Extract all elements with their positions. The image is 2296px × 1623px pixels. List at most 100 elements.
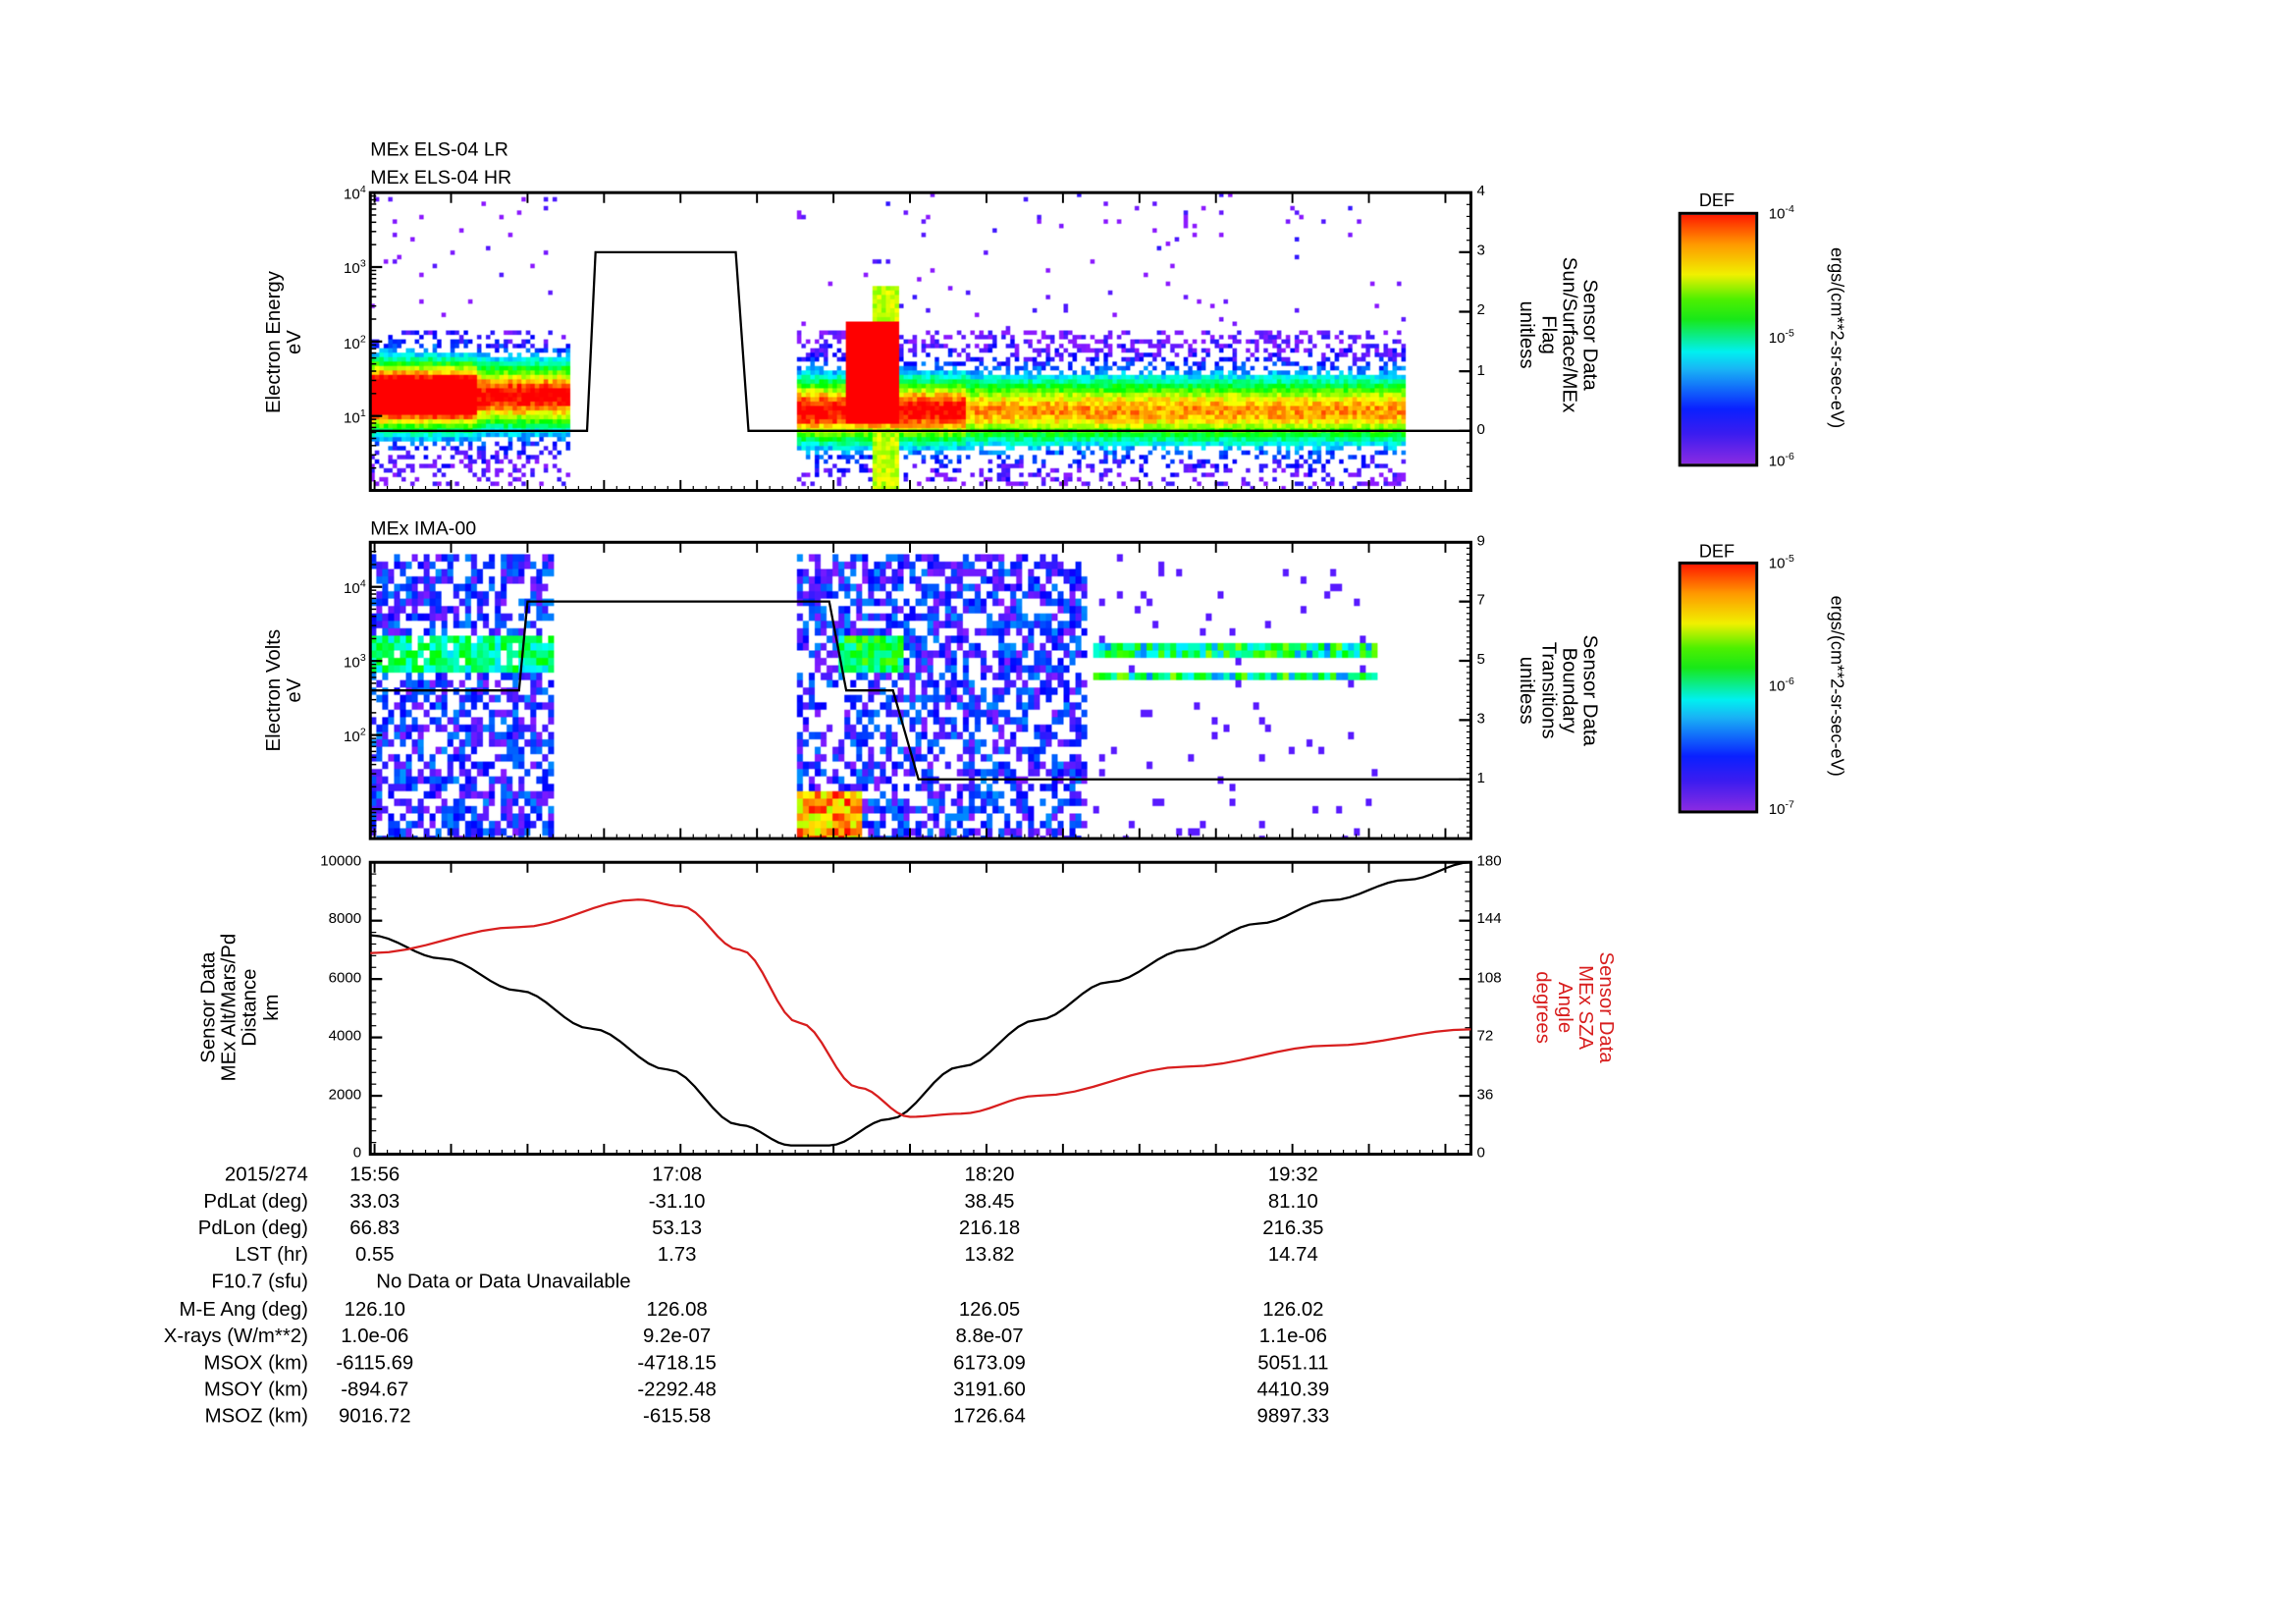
colorbar2-tick: 10-7	[1768, 799, 1794, 819]
y-right-tick-label: 144	[1476, 911, 1502, 929]
y-right-tick-label: 3	[1476, 711, 1485, 728]
row-value: -31.10	[648, 1189, 706, 1213]
row-value: 38.45	[964, 1189, 1015, 1213]
y-tick-label: 102	[344, 728, 366, 746]
y-right-tick-label: 4	[1476, 184, 1485, 200]
row-value: 9016.72	[338, 1404, 411, 1428]
y-tick-label: 4000	[328, 1028, 362, 1046]
overlay-line-sun-surface-mex-flag	[370, 250, 1471, 432]
y-tick-label: 104	[344, 185, 366, 204]
y-right-tick-label: 0	[1476, 421, 1485, 439]
table-row: LST (hr) 0.55 1.73 13.82 14.74	[0, 1243, 1481, 1267]
row-value: -2292.48	[637, 1378, 717, 1400]
row-value: -615.58	[643, 1404, 712, 1428]
y-tick-label: 102	[344, 334, 366, 352]
y-tick-label: 8000	[328, 911, 362, 929]
y-right-tick-label: 1	[1476, 362, 1485, 379]
row-value: 126.10	[344, 1297, 405, 1320]
row-value: 66.83	[349, 1217, 400, 1239]
colorbar2-units: ergs/(cm**2-sr-sec-eV)	[1827, 595, 1848, 777]
row-value: 9897.33	[1256, 1404, 1330, 1428]
y-tick-label: 0	[352, 1145, 362, 1163]
colorbar1-title: DEF	[1698, 189, 1735, 211]
y-tick-label: 103	[344, 653, 366, 673]
sza-line	[370, 898, 1471, 1118]
colorbar1	[1678, 211, 1759, 467]
colorbar2-tick: 10-5	[1768, 554, 1794, 572]
altitude-line	[370, 861, 1471, 1147]
colorbar2-title: DEF	[1698, 540, 1735, 562]
row-value: 9.2e-07	[643, 1324, 712, 1347]
row-label: M-E Ang (deg)	[179, 1297, 308, 1320]
panel1-title-hr: MEx ELS-04 HR	[370, 166, 512, 189]
row-label: F10.7 (sfu)	[211, 1270, 308, 1293]
panel1-title-lr: MEx ELS-04 LR	[370, 137, 508, 160]
table-row: MSOZ (km) 9016.72 -615.58 1726.64 9897.33	[0, 1404, 1481, 1428]
row-label: 2015/274	[224, 1163, 308, 1186]
y-right-tick-label: 9	[1476, 533, 1485, 550]
row-label: PdLat (deg)	[203, 1189, 308, 1213]
row-value: 53.13	[652, 1217, 703, 1239]
y-right-tick-label: 1	[1476, 770, 1485, 787]
row-label: X-rays (W/m**2)	[163, 1324, 308, 1347]
y-right-tick-label: 0	[1476, 1145, 1485, 1163]
y-tick-label: 6000	[328, 970, 362, 987]
table-row: PdLon (deg) 66.83 53.13 216.18 216.35	[0, 1217, 1481, 1240]
colorbar1-units: ergs/(cm**2-sr-sec-eV)	[1827, 246, 1848, 429]
row-value: 18:20	[964, 1163, 1015, 1186]
y-right-tick-label: 7	[1476, 592, 1485, 610]
row-value: 216.35	[1262, 1217, 1324, 1239]
row-value: 4410.39	[1256, 1378, 1330, 1400]
row-value: 19:32	[1267, 1163, 1318, 1186]
y-right-tick-label: 180	[1476, 853, 1502, 870]
panel2-frame	[368, 540, 1472, 840]
row-value: -894.67	[341, 1378, 409, 1400]
table-row: PdLat (deg) 33.03 -31.10 38.45 81.10	[0, 1190, 1481, 1214]
y-right-tick-label: 36	[1476, 1086, 1494, 1104]
table-row: X-rays (W/m**2) 1.0e-06 9.2e-07 8.8e-07 1.1e…	[0, 1324, 1481, 1347]
ima-spectrogram	[370, 542, 1471, 839]
row-label: MSOY (km)	[203, 1378, 308, 1400]
row-value: 14.74	[1267, 1243, 1318, 1267]
row-value: 33.03	[349, 1189, 400, 1213]
row-value: 17:08	[652, 1163, 703, 1186]
colorbar1-tick: 10-4	[1768, 204, 1794, 223]
row-value: 8.8e-07	[955, 1324, 1024, 1347]
row-value: 5051.11	[1257, 1350, 1329, 1374]
y-tick-label: 103	[344, 259, 366, 279]
y-tick-label: 10000	[320, 853, 362, 870]
row-value: 13.82	[964, 1243, 1015, 1267]
row-label: PdLon (deg)	[197, 1217, 308, 1239]
y-tick-label: 101	[344, 408, 366, 427]
y-right-tick-label: 72	[1476, 1028, 1494, 1046]
y-right-tick-label: 5	[1476, 651, 1485, 669]
table-row: F10.7 (sfu) No Data or Data Unavailable	[0, 1271, 1481, 1294]
row-value: -6115.69	[336, 1350, 414, 1374]
y-tick-label: 2000	[328, 1086, 362, 1104]
table-row: M-E Ang (deg) 126.10 126.08 126.05 126.02	[0, 1297, 1481, 1321]
overlay-line-boundary-transitions	[370, 600, 1471, 781]
row-value: 1.73	[657, 1243, 697, 1267]
row-label: LST (hr)	[235, 1243, 308, 1267]
row-value: 1.1e-06	[1258, 1324, 1327, 1347]
els-spectrogram	[370, 192, 1471, 491]
row-value: 0.55	[354, 1243, 395, 1267]
colorbar2	[1678, 561, 1759, 814]
row-label: MSOZ (km)	[204, 1404, 308, 1428]
row-value: 126.02	[1262, 1297, 1324, 1320]
y-tick-label: 104	[344, 579, 366, 598]
panel1-frame	[368, 190, 1472, 492]
row-value: 126.05	[958, 1297, 1021, 1320]
row-value: No Data or Data Unavailable	[376, 1270, 631, 1293]
colorbar2-tick: 10-6	[1768, 676, 1794, 696]
colorbar1-tick: 10-5	[1768, 328, 1794, 348]
row-label: MSOX (km)	[203, 1350, 308, 1374]
row-value: 126.08	[646, 1297, 708, 1320]
row-value: 1726.64	[953, 1404, 1026, 1428]
row-value: 15:56	[349, 1163, 400, 1186]
row-value: 3191.60	[953, 1378, 1026, 1400]
row-value: -4718.15	[637, 1350, 717, 1374]
row-value: 6173.09	[953, 1350, 1026, 1374]
